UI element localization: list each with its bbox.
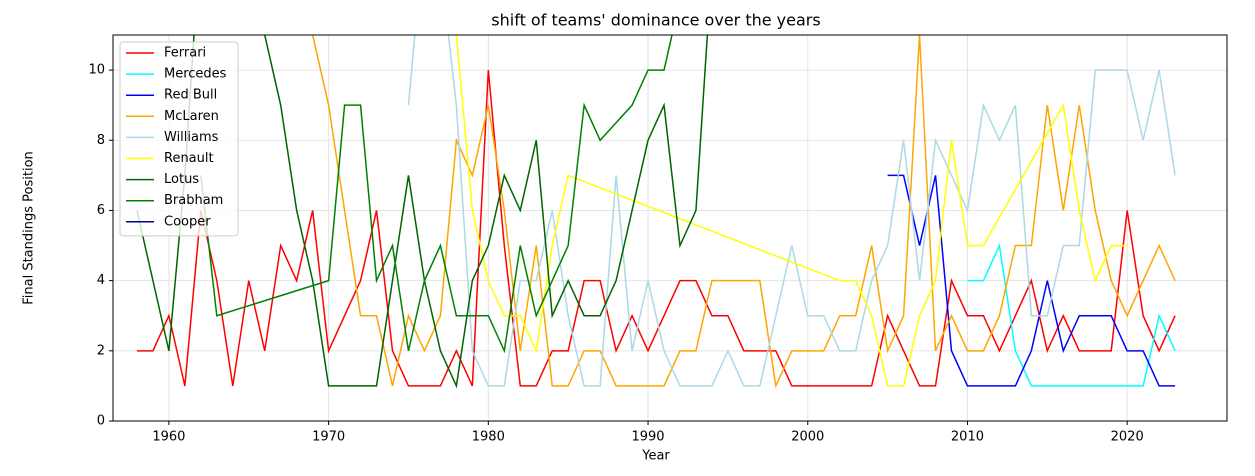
series-line	[455, 35, 1128, 387]
x-tick-label: 1970	[312, 430, 345, 445]
x-tick-label: 1960	[152, 430, 185, 445]
series-line	[136, 70, 1176, 387]
y-axis-label: Final Standings Position	[22, 151, 37, 305]
legend-label: Mercedes	[164, 67, 227, 82]
legend-label: Ferrari	[164, 46, 206, 61]
y-tick-label: 4	[97, 273, 105, 288]
series-line	[887, 174, 1176, 387]
chart-title: shift of teams' dominance over the years	[491, 11, 820, 30]
legend-label: McLaren	[164, 109, 219, 124]
x-tick-label: 2020	[1111, 430, 1144, 445]
series-line	[407, 35, 1176, 387]
x-tick-label: 1980	[472, 430, 505, 445]
y-tick-label: 0	[97, 414, 105, 429]
legend-label: Williams	[164, 130, 219, 145]
x-tick-label: 2010	[951, 430, 984, 445]
legend-label: Cooper	[164, 214, 211, 229]
axes: 1960 1970 1980 1990 2000 2010 2020 0 2 4 6 8 10	[88, 63, 1143, 445]
legend: Ferrari Mercedes Red Bull McLaren Williams Re…	[119, 41, 239, 237]
legend-label: Red Bull	[164, 88, 217, 103]
x-axis-label: Year	[641, 449, 670, 464]
y-tick-label: 6	[97, 203, 105, 218]
series-line	[200, 35, 673, 354]
legend-label: Lotus	[164, 172, 199, 187]
y-tick-label: 8	[97, 133, 105, 148]
y-tick-label: 10	[88, 63, 105, 78]
legend-label: Brabham	[164, 193, 223, 208]
plot-frame	[112, 34, 1228, 422]
legend-box	[119, 41, 239, 237]
y-tick-label: 2	[97, 343, 105, 358]
plot-area	[136, 35, 1176, 389]
x-tick-label: 1990	[631, 430, 664, 445]
x-tick-label: 2000	[791, 430, 824, 445]
legend-label: Renault	[164, 151, 214, 166]
series-line	[967, 242, 1176, 387]
series-line	[311, 35, 1176, 389]
